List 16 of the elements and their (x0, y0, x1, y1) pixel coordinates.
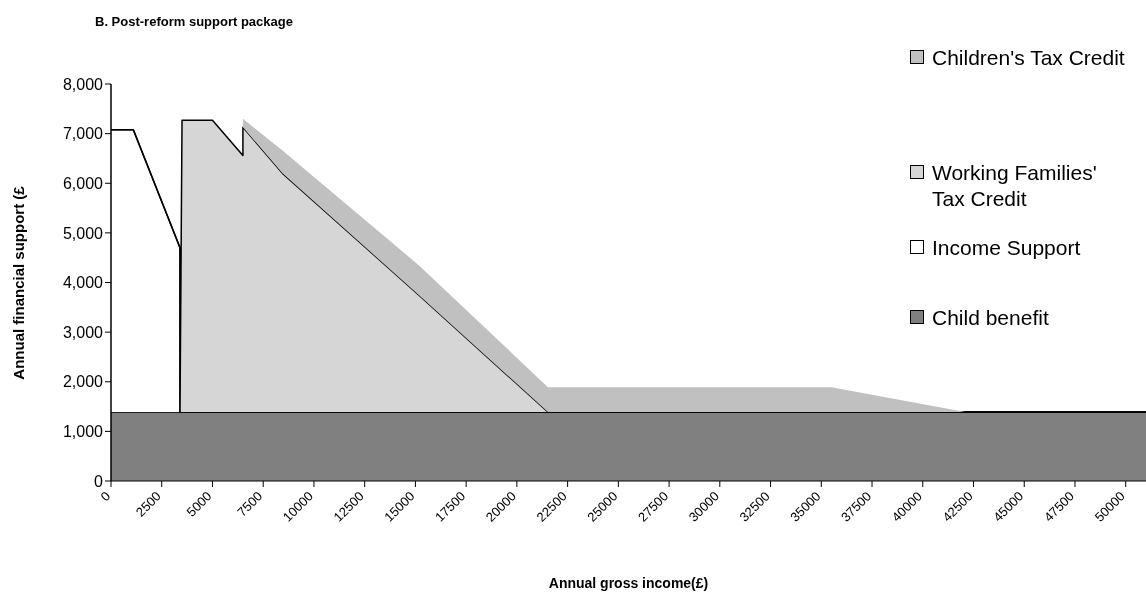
y-tick-label: 8,000 (62, 75, 104, 93)
y-tick-label: 5,000 (62, 224, 104, 242)
y-tick-label: 1,000 (62, 423, 104, 441)
legend-label: Children's Tax Credit (932, 45, 1126, 71)
y-axis-title: Annual financial support (£ (9, 186, 27, 380)
legend-label: Income Support (932, 235, 1082, 261)
y-tick-label: 3,000 (62, 323, 104, 341)
legend-label: Working Families' Tax Credit (932, 160, 1098, 212)
y-tick-label: 2,000 (62, 373, 104, 391)
chart-title: B. Post-reform support package (95, 14, 293, 29)
y-tick-label: 6,000 (62, 174, 104, 192)
x-axis-title: Annual gross income(£) (547, 575, 710, 591)
y-tick-label: 4,000 (62, 274, 104, 292)
y-tick-label: 0 (94, 472, 104, 490)
legend-label: Child benefit (932, 305, 1050, 331)
y-tick-label: 7,000 (62, 125, 104, 143)
